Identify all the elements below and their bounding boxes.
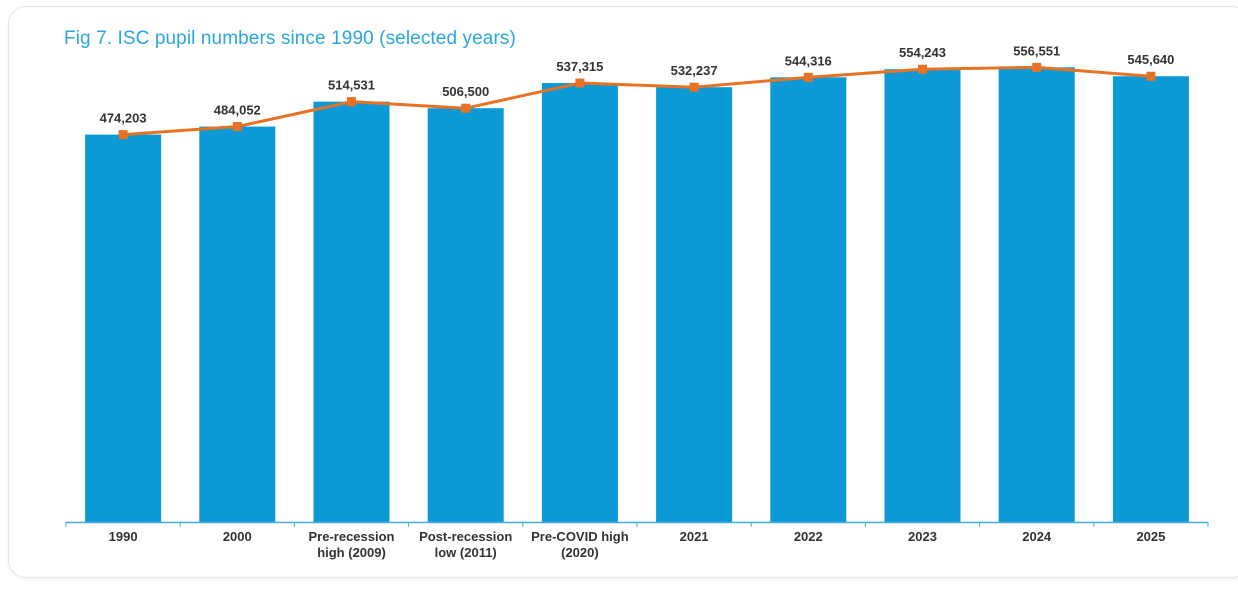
line-marker [1032,62,1042,72]
category-label: Pre-COVID high (2020) [531,529,629,560]
line-marker [575,78,585,88]
data-label: 532,237 [671,63,718,78]
category-label: 2025 [1136,529,1165,544]
data-label: 554,243 [899,45,946,60]
trend-line [121,65,1153,137]
category-label: 2022 [794,529,823,544]
bar [85,134,162,522]
line-marker [347,97,356,107]
line-marker [118,130,128,140]
data-label: 514,531 [328,78,375,93]
category-labels-group: 1990 2000 Pre-recession high (2009) Post-rec… [109,529,1166,560]
category-label: Pre-recession high (2009) [309,529,395,560]
chart-title: Fig 7. ISC pupil numbers since 1990 (sel… [64,28,516,49]
line-marker [689,82,699,92]
bar [199,126,276,522]
category-label: 2021 [680,529,709,544]
trend-line-group [118,62,1156,140]
category-label: 2023 [908,529,937,544]
data-label: 506,500 [442,84,489,99]
line-marker [461,103,471,113]
line-marker [232,122,242,132]
category-label: 2024 [1022,529,1052,544]
data-label: 537,315 [556,59,603,74]
category-label: Post-recession low (2011) [419,529,512,560]
bar [313,101,390,523]
line-marker [1146,71,1156,81]
data-label: 474,203 [100,111,147,126]
data-label: 545,640 [1127,52,1174,67]
bar [770,77,847,522]
bar [656,87,733,523]
bar [998,67,1075,522]
line-marker [803,72,813,82]
bar [884,69,961,523]
bars-group [85,67,1189,523]
data-label: 484,052 [214,103,261,118]
bar [541,83,618,523]
data-label: 544,316 [785,53,832,68]
bar [1112,76,1189,522]
category-label: 2000 [223,529,252,544]
x-axis [65,521,1209,527]
value-labels-group: 474,203 484,052 514,531 506,500 537,315 532,2… [100,43,1175,125]
bar [427,108,504,522]
data-label: 556,551 [1013,43,1060,58]
category-label: 1990 [109,529,138,544]
line-marker [918,64,927,74]
